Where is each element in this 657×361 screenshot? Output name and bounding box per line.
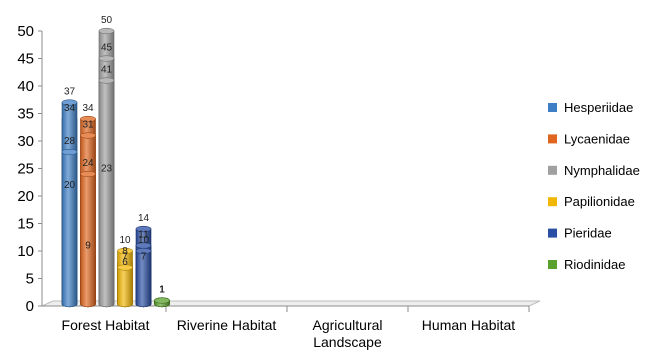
bar-lycaenidae xyxy=(80,170,96,308)
legend-item-hesperiidae: Hesperiidae xyxy=(548,100,633,115)
y-tick-label: 40 xyxy=(17,78,34,95)
legend-label: Papilionidae xyxy=(564,194,635,209)
data-label: 41 xyxy=(101,65,113,76)
data-label: 34 xyxy=(64,103,76,114)
legend-swatch xyxy=(548,260,557,269)
y-tick-label: 30 xyxy=(17,133,34,150)
y-tick-label: 35 xyxy=(17,106,34,123)
legend-item-riodinidae: Riodinidae xyxy=(548,257,625,272)
legend-swatch xyxy=(548,134,557,144)
y-tick-label: 25 xyxy=(17,161,34,178)
x-category-label: Riverine Habitat xyxy=(177,317,277,333)
legend-swatch xyxy=(548,165,557,175)
legend-item-pieridae: Pieridae xyxy=(548,226,612,241)
legend-swatch xyxy=(548,228,557,238)
y-tick-label: 20 xyxy=(17,188,34,205)
y-tick-label: 45 xyxy=(17,51,34,68)
data-label: 9 xyxy=(85,241,91,252)
legend-label: Pieridae xyxy=(564,226,612,241)
y-tick-label: 0 xyxy=(26,298,34,315)
axes: 0 5 10 15 20 25 30 35 40 45 50 Forest Habitat Riveri… xyxy=(17,23,530,350)
data-label: 20 xyxy=(64,180,76,191)
chart-floor-plane xyxy=(41,300,541,307)
y-tick-label: 5 xyxy=(26,271,34,288)
bars xyxy=(61,27,170,308)
data-label: 24 xyxy=(82,158,94,169)
legend: Hesperiidae Lycaenidae Nymphalidae Papilion… xyxy=(548,100,640,272)
x-category-label: Forest Habitat xyxy=(62,317,150,333)
data-label: 1 xyxy=(159,285,165,296)
data-label: 31 xyxy=(82,120,94,131)
legend-label: Nymphalidae xyxy=(564,163,640,178)
data-label: 14 xyxy=(138,213,150,224)
data-label: 6 xyxy=(122,257,128,268)
data-label: 37 xyxy=(64,87,76,98)
legend-item-papilionidae: Papilionidae xyxy=(548,194,635,209)
bar-nymphalidae xyxy=(98,77,115,308)
data-label: 1 xyxy=(159,285,165,296)
data-label: 10 xyxy=(138,235,150,246)
legend-label: Hesperiidae xyxy=(564,100,633,115)
data-label: 10 xyxy=(119,235,131,246)
data-label: 11 xyxy=(138,230,149,241)
y-tick-label: 10 xyxy=(17,243,34,260)
legend-swatch xyxy=(548,197,557,207)
legend-item-lycaenidae: Lycaenidae xyxy=(548,131,630,146)
legend-item-nymphalidae: Nymphalidae xyxy=(548,163,640,178)
data-label: 1 xyxy=(159,285,165,296)
data-label: 34 xyxy=(82,103,94,114)
bar-papilionidae xyxy=(117,264,133,308)
data-label: 1 xyxy=(159,285,165,296)
bar-hesperiidae xyxy=(61,148,78,308)
bar-pieridae xyxy=(135,247,152,308)
chart-floor xyxy=(41,300,541,307)
data-label: 45 xyxy=(101,43,113,54)
legend-label: Lycaenidae xyxy=(564,131,630,146)
x-category-label: Agricultural Landscape xyxy=(312,317,382,350)
data-label: 7 xyxy=(141,252,147,263)
data-label: 50 xyxy=(101,15,113,26)
data-label: 28 xyxy=(64,136,76,147)
y-tick-label: 15 xyxy=(17,216,34,233)
legend-label: Riodinidae xyxy=(564,257,625,272)
x-category-label: Human Habitat xyxy=(422,317,515,333)
data-label: 23 xyxy=(101,164,113,175)
legend-swatch xyxy=(548,103,557,112)
data-label: 8 xyxy=(122,246,128,257)
y-tick-label: 50 xyxy=(17,23,34,40)
bar-riodinidae xyxy=(154,297,170,308)
data-label: 7 xyxy=(122,252,128,263)
